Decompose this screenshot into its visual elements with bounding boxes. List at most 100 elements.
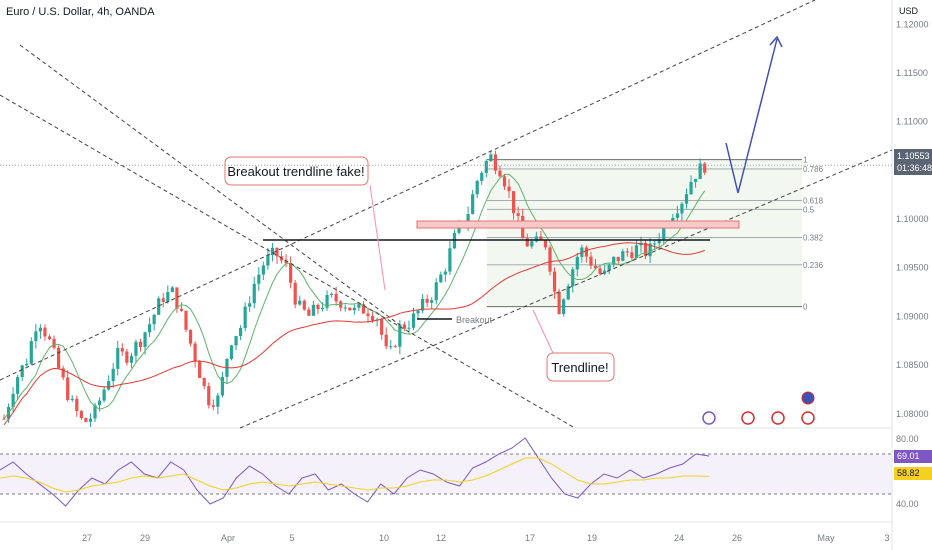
trendline-text: Trendline! xyxy=(551,360,608,375)
candle-body xyxy=(366,313,370,317)
candle-body xyxy=(548,247,552,272)
time-tick: 27 xyxy=(82,533,92,543)
economic-event-icon xyxy=(741,411,755,425)
candle-body xyxy=(566,286,570,300)
candle-body xyxy=(430,300,434,303)
last-price-value: 1.10553 xyxy=(897,151,930,161)
candle-body xyxy=(398,324,402,347)
fib-label: 0.382 xyxy=(803,234,824,243)
candle-body xyxy=(20,365,24,378)
descending-line-upper xyxy=(0,94,576,429)
candle-body xyxy=(343,307,347,309)
candle-body xyxy=(111,368,115,382)
price-tick: 1.09000 xyxy=(896,311,929,321)
channel-upper-line xyxy=(0,0,816,381)
candle-body xyxy=(148,324,152,333)
candle-body xyxy=(516,213,520,216)
candle-body xyxy=(643,242,648,257)
price-tick: 1.10000 xyxy=(896,214,929,224)
candle-body xyxy=(512,191,516,214)
fast-moving-average xyxy=(3,173,706,420)
candle-body xyxy=(330,293,334,295)
candle-body xyxy=(75,398,79,412)
time-tick: 24 xyxy=(674,533,684,543)
candle-body xyxy=(484,161,488,173)
slow-moving-average xyxy=(3,242,705,426)
rsi-tick: 80.00 xyxy=(896,434,919,444)
candle-body xyxy=(102,389,106,401)
price-tick: 1.12000 xyxy=(896,19,929,29)
candle-body xyxy=(402,324,406,329)
candle-body xyxy=(289,263,293,283)
candle-body xyxy=(689,181,693,195)
candle-body xyxy=(66,377,70,400)
candle-body xyxy=(97,400,102,406)
candle-body xyxy=(648,243,652,257)
time-tick: Apr xyxy=(221,533,235,543)
candle-body xyxy=(603,270,607,274)
candle-body xyxy=(52,338,56,348)
candle-body xyxy=(275,247,279,257)
bar-countdown: 01:36:48 xyxy=(897,163,932,173)
candle-body xyxy=(653,243,657,245)
candle-body xyxy=(284,260,288,264)
forecast-path xyxy=(725,38,778,194)
event-icon xyxy=(801,391,815,405)
descending-line-lower xyxy=(19,44,401,326)
candle-body xyxy=(584,247,588,257)
candle-body xyxy=(93,405,97,419)
rsi-value-tag: 69.01 xyxy=(894,450,932,463)
trendline-callout xyxy=(546,352,615,382)
time-tick: 19 xyxy=(587,533,597,543)
candle-body xyxy=(120,348,124,352)
candle-body xyxy=(557,291,561,314)
candle-body xyxy=(184,310,188,330)
candle-body xyxy=(662,224,666,240)
candle-body xyxy=(261,265,265,275)
candle-body xyxy=(361,304,366,314)
candle-body xyxy=(421,298,425,311)
candle-body xyxy=(211,405,215,407)
candle-body xyxy=(593,265,598,269)
candle-body xyxy=(680,203,684,214)
candle-body xyxy=(157,298,161,315)
economic-event-icon xyxy=(702,411,716,425)
candle-body xyxy=(243,306,247,329)
candle-body xyxy=(143,332,147,347)
fib-label: 0 xyxy=(803,303,808,312)
fib-label: 0.236 xyxy=(803,261,824,270)
time-tick: 17 xyxy=(525,533,535,543)
candle-body xyxy=(252,283,256,304)
candle-body xyxy=(134,341,138,356)
time-tick: 10 xyxy=(379,533,389,543)
candle-body xyxy=(416,310,420,314)
candle-body xyxy=(11,393,15,407)
candle-body xyxy=(502,176,507,187)
candle-body xyxy=(334,293,338,302)
candle-body xyxy=(489,154,493,162)
fake-breakout-callout xyxy=(224,156,369,186)
price-tick: 1.09500 xyxy=(896,263,929,273)
time-tick: 3 xyxy=(884,533,889,543)
symbol-title[interactable]: Euro / U.S. Dollar, 4h, OANDA xyxy=(6,6,155,18)
candle-body xyxy=(380,319,384,335)
economic-event-icon xyxy=(801,411,815,425)
candle-body xyxy=(302,300,306,310)
candle-body xyxy=(34,331,38,342)
candle-body xyxy=(407,327,411,329)
candle-body xyxy=(2,418,6,420)
candle-body xyxy=(170,287,174,293)
candle-body xyxy=(539,236,543,241)
candle-body xyxy=(384,334,388,347)
candle-body xyxy=(357,304,361,308)
candle-body xyxy=(188,329,193,344)
rsi-ma-line xyxy=(0,457,710,493)
candle-body xyxy=(703,163,707,173)
time-tick: 5 xyxy=(289,533,294,543)
last-price-tag: 1.10553 01:36:48 xyxy=(894,149,932,175)
candle-body xyxy=(57,347,61,369)
candle-body xyxy=(84,418,88,422)
candle-body xyxy=(589,256,593,266)
